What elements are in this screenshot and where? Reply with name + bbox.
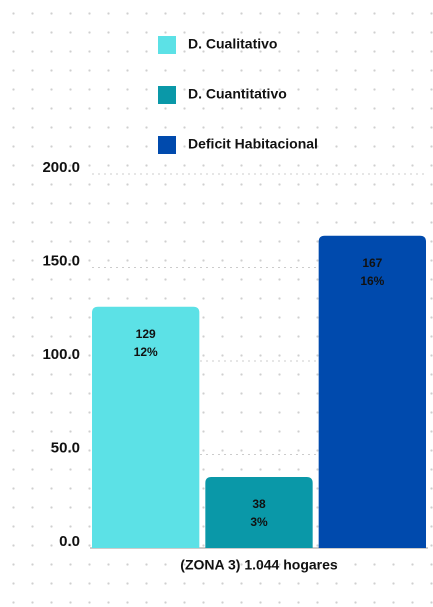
y-tick-label: 100.0 — [42, 346, 80, 363]
bar — [205, 476, 313, 548]
data-label: 12% — [134, 345, 158, 359]
y-tick-label: 150.0 — [42, 252, 80, 269]
legend-label: D. Cuantitativo — [188, 86, 287, 102]
legend-swatch — [158, 86, 176, 104]
y-tick-label: 0.0 — [59, 533, 80, 550]
y-tick-label: 50.0 — [51, 439, 80, 456]
bar — [92, 306, 200, 548]
bar — [318, 235, 426, 548]
legend-swatch — [158, 136, 176, 154]
data-label: 129 — [136, 327, 156, 341]
data-label: 167 — [362, 256, 382, 270]
legend-swatch — [158, 36, 176, 54]
y-tick-label: 200.0 — [42, 159, 80, 176]
legend-label: Deficit Habitacional — [188, 136, 318, 152]
x-tick-label: (ZONA 3) 1.044 hogares — [180, 557, 338, 573]
legend-label: D. Cualitativo — [188, 36, 277, 52]
data-label: 16% — [360, 274, 384, 288]
data-label: 3% — [250, 515, 268, 529]
data-label: 38 — [252, 497, 266, 511]
